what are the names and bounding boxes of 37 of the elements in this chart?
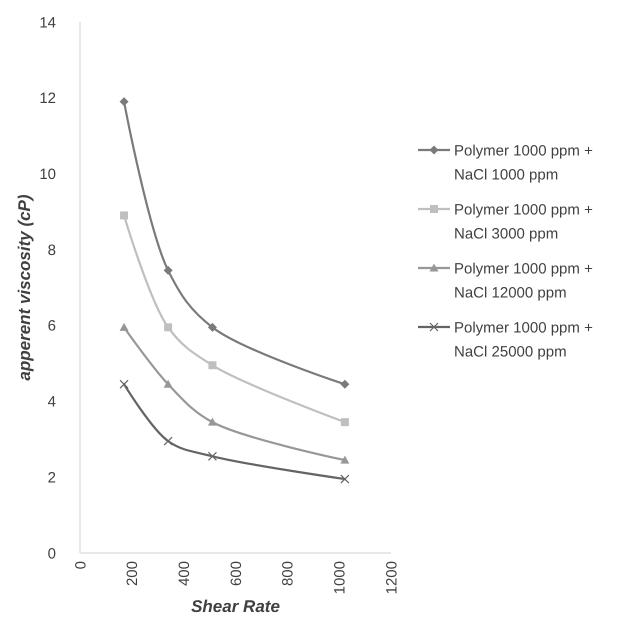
point [340, 456, 350, 464]
point [164, 380, 173, 388]
point [208, 418, 217, 426]
point [208, 452, 218, 461]
y-tick-label: 8 [48, 242, 56, 259]
legend-label: Polymer 1000 ppm + NaCl 25000 ppm [454, 319, 594, 360]
point [164, 323, 172, 332]
point [208, 361, 216, 370]
point [120, 322, 129, 331]
y-tick-label: 12 [39, 90, 56, 108]
y-tick-label: 4 [48, 394, 56, 411]
point [164, 266, 173, 275]
point [340, 380, 350, 389]
x-tick-label: 800 [280, 561, 297, 586]
legend-label: Polymer 1000 ppm + NaCl 1000 ppm [454, 142, 594, 184]
x-tick-label: 400 [176, 561, 193, 586]
point [340, 418, 349, 426]
x-tick-label: 0 [72, 561, 90, 570]
legend-label: Polymer 1000 ppm + NaCl 3000 ppm [454, 201, 594, 242]
x-tick-label: 600 [228, 561, 245, 586]
y-tick-label: 6 [48, 318, 56, 335]
point [208, 322, 217, 332]
y-tick-label: 14 [39, 14, 56, 32]
point [120, 97, 129, 106]
y-axis-title: apperent viscosity (cP) [15, 194, 34, 381]
x-tick-label: 1000 [331, 561, 348, 594]
x-tick-label: 200 [124, 561, 142, 586]
point [120, 211, 128, 220]
x-axis-title: Shear Rate [191, 597, 280, 616]
y-tick-label: 2 [48, 469, 56, 486]
legend-label: Polymer 1000 ppm + NaCl 12000 ppm [454, 260, 594, 302]
point [340, 474, 350, 484]
point [119, 380, 129, 389]
x-tick-label: 1200 [383, 561, 400, 594]
y-tick-label: 10 [39, 166, 56, 183]
y-tick-label: 0 [48, 545, 56, 562]
point [164, 436, 173, 446]
